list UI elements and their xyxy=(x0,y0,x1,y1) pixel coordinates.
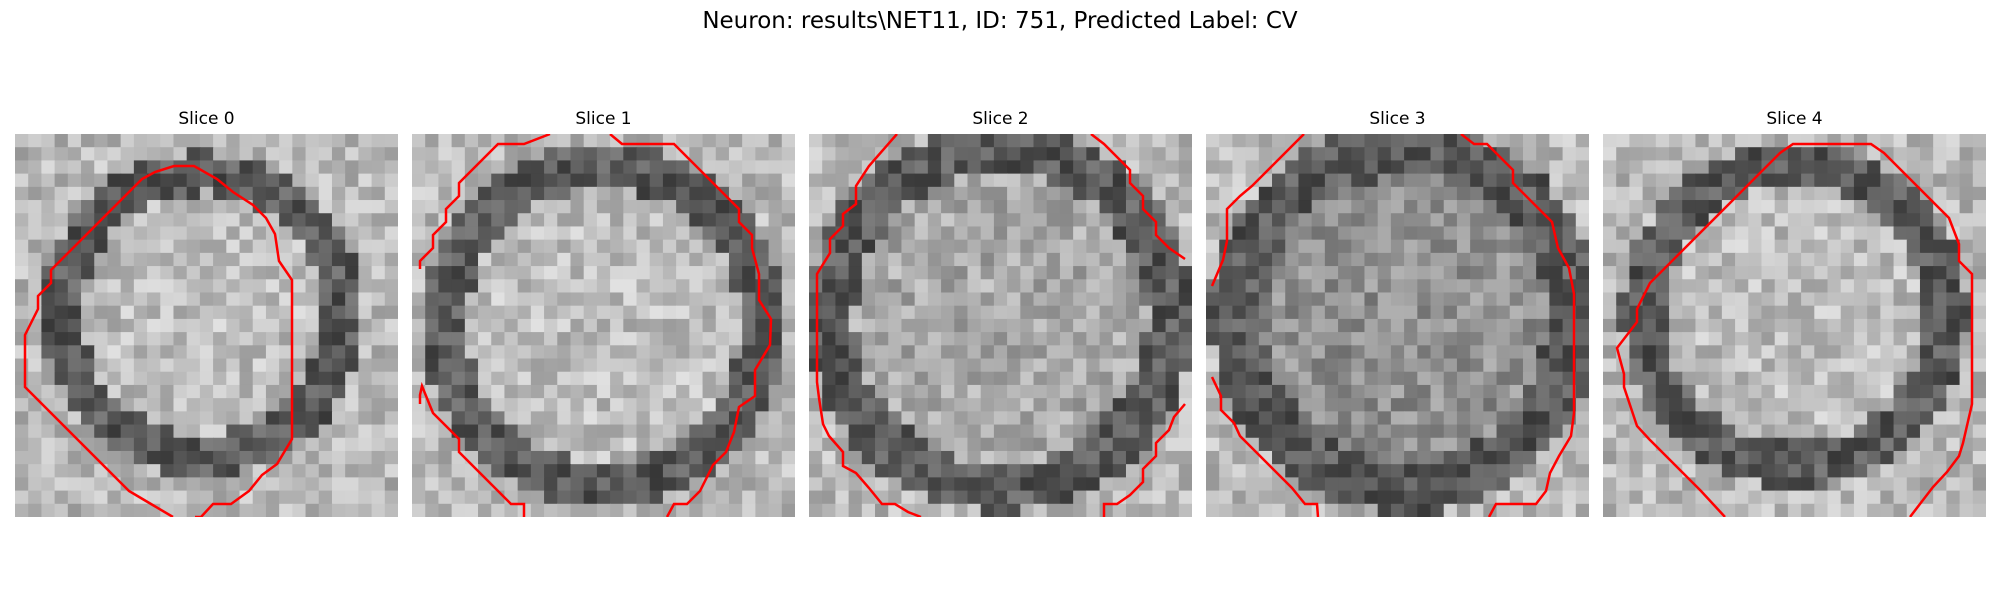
slice-title-3: Slice 3 xyxy=(1369,109,1426,129)
grayscale-image xyxy=(412,134,795,517)
slice-image-4 xyxy=(1603,134,1986,517)
contour-line xyxy=(418,134,551,269)
contour-line xyxy=(1210,376,1320,517)
slice-panel-1: Slice 1 xyxy=(412,109,795,517)
slice-image-1 xyxy=(412,134,795,517)
slice-image-3 xyxy=(1206,134,1589,517)
contour-line xyxy=(815,134,922,517)
slice-title-2: Slice 2 xyxy=(972,109,1029,129)
grayscale-image xyxy=(1603,134,1986,517)
contour-line xyxy=(1210,134,1305,287)
slice-image-2 xyxy=(809,134,1192,517)
slice-image-0 xyxy=(15,134,398,517)
slice-title-0: Slice 0 xyxy=(178,109,235,129)
contour-line xyxy=(1090,134,1186,261)
slice-title-1: Slice 1 xyxy=(575,109,632,129)
contour-line xyxy=(1615,142,1974,517)
slice-panel-4: Slice 4 xyxy=(1603,109,1986,517)
slice-panel-2: Slice 2 xyxy=(809,109,1192,517)
contour-line xyxy=(23,164,294,517)
grayscale-image xyxy=(15,134,398,517)
contour-line xyxy=(1460,134,1576,517)
contour-line xyxy=(1102,403,1186,517)
slice-title-4: Slice 4 xyxy=(1766,109,1823,129)
grayscale-image xyxy=(1206,134,1589,517)
grayscale-image xyxy=(809,134,1192,517)
figure-title: Neuron: results\NET11, ID: 751, Predicte… xyxy=(702,8,1298,34)
slice-panel-0: Slice 0 xyxy=(15,109,398,517)
contour-line xyxy=(609,134,773,517)
contour-line xyxy=(418,381,526,517)
slice-panel-3: Slice 3 xyxy=(1206,109,1589,517)
